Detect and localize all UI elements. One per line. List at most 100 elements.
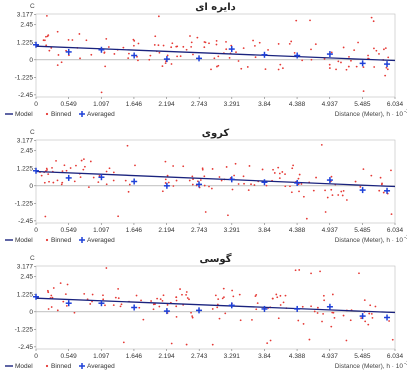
y-tick-label: -1.225 <box>15 74 34 81</box>
x-tick-label: 3.84 <box>258 227 271 234</box>
legend: Model Binned Averaged <box>5 363 115 370</box>
binned-point <box>242 47 245 49</box>
binned-point <box>203 175 206 178</box>
binned-point <box>223 296 225 299</box>
binned-point <box>281 171 284 173</box>
binned-point <box>357 41 359 44</box>
averaged-point <box>261 51 268 58</box>
binned-point <box>50 306 53 308</box>
binned-point <box>272 168 274 171</box>
binned-point <box>69 167 72 169</box>
binned-point <box>142 318 145 321</box>
binned-point <box>50 47 53 49</box>
binned-point <box>78 33 81 35</box>
binned-point <box>310 48 312 51</box>
binned-point <box>302 195 305 198</box>
binned-point <box>162 44 165 47</box>
binned-point <box>166 54 169 57</box>
binned-point <box>267 49 269 51</box>
binned-point <box>383 48 385 51</box>
binned-point <box>310 305 312 308</box>
binned-point <box>107 46 110 48</box>
chart-panel-3: گوسی C 3.177 2.45 1.225 0 -1.225 -2.45 0 0.549 1.0… <box>0 252 407 378</box>
model-line <box>35 297 396 314</box>
binned-point <box>228 56 231 59</box>
binned-point <box>300 183 303 185</box>
binned-point <box>258 41 261 44</box>
chart-title: دایره ای <box>195 2 236 13</box>
binned-point <box>369 304 372 307</box>
y-tick-label: 2.45 <box>20 148 33 155</box>
binned-point <box>243 182 245 185</box>
binned-point <box>128 183 131 186</box>
binned-point <box>281 67 284 70</box>
x-tick-label: 4.937 <box>322 101 339 108</box>
averaged-point <box>196 307 203 314</box>
averaged-point <box>163 182 170 189</box>
binned-point <box>242 175 245 178</box>
binned-point <box>63 164 66 167</box>
averaged-point <box>294 305 301 312</box>
binned-point <box>50 294 53 297</box>
binned-point <box>188 298 190 301</box>
binned-point <box>290 191 293 194</box>
binned-point <box>190 311 192 314</box>
binned-point <box>82 168 85 171</box>
binned-point <box>127 190 130 193</box>
binned-point <box>61 170 64 173</box>
binned-point <box>117 288 120 290</box>
binned-point <box>104 304 106 307</box>
binned-point <box>378 53 380 55</box>
x-tick-label: 2.194 <box>158 101 175 108</box>
binned-point <box>312 189 315 192</box>
x-tick-label: 1.646 <box>126 101 143 108</box>
binned-point <box>246 66 249 68</box>
binned-point <box>103 52 106 54</box>
binned-point <box>277 317 280 320</box>
averaged-point <box>359 313 366 320</box>
binned-point <box>48 180 50 183</box>
binned-point <box>199 179 202 181</box>
binned-point <box>47 291 50 294</box>
binned-point <box>65 304 68 307</box>
averaged-point <box>326 51 333 58</box>
binned-point <box>316 312 319 314</box>
binned-point <box>113 53 116 55</box>
averaged-point <box>33 41 39 48</box>
binned-point <box>331 311 334 314</box>
binned-point <box>60 183 63 186</box>
binned-point <box>83 165 86 168</box>
x-axis-label: Distance (Meter), h · 10 <box>335 237 404 244</box>
binned-point <box>64 293 67 295</box>
y-tick-label: 1.225 <box>17 165 34 172</box>
binned-point <box>231 289 234 292</box>
legend-averaged-label: Averaged <box>87 237 115 244</box>
binned-point <box>222 287 225 290</box>
binned-point <box>345 199 348 201</box>
binned-point <box>210 68 212 71</box>
binned-point <box>276 296 279 299</box>
binned-point <box>46 289 49 292</box>
binned-point <box>186 297 189 299</box>
model-line <box>35 45 396 62</box>
chart-panel-1: دایره ای C 3.177 2.45 1.225 0 -1.225 -2.45 0 0.54… <box>0 0 407 126</box>
y-tick-label: 3.177 <box>17 263 34 270</box>
binned-point <box>330 325 333 328</box>
binned-point <box>208 185 210 188</box>
binned-point <box>278 172 281 175</box>
x-tick-label: 4.388 <box>289 353 306 360</box>
binned-point <box>363 299 366 301</box>
binned-point <box>43 181 46 184</box>
binned-point <box>164 182 167 184</box>
binned-point <box>225 166 228 168</box>
binned-point <box>157 44 160 47</box>
averaged-point <box>261 179 268 186</box>
binned-point <box>309 19 311 22</box>
binned-point <box>370 174 373 177</box>
binned-point <box>105 267 108 269</box>
binned-point <box>87 186 90 189</box>
binned-point <box>290 40 293 43</box>
binned-point <box>56 179 59 182</box>
